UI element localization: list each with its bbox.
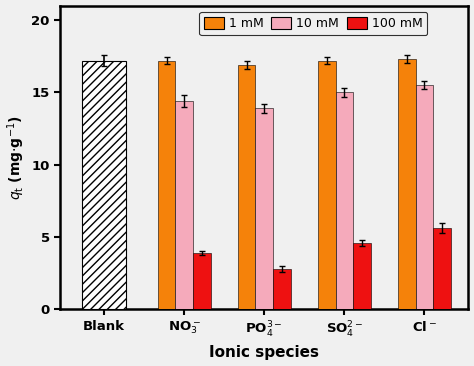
Bar	[416, 85, 433, 309]
Bar	[193, 253, 210, 309]
Bar	[353, 243, 371, 309]
Bar	[175, 101, 193, 309]
Bar	[318, 60, 336, 309]
Bar	[433, 228, 451, 309]
Y-axis label: $q_\mathrm{t}$ (mg$\cdot$g$^{-1}$): $q_\mathrm{t}$ (mg$\cdot$g$^{-1}$)	[6, 115, 27, 200]
Bar	[336, 92, 353, 309]
Bar	[273, 269, 291, 309]
Bar	[238, 65, 255, 309]
Bar	[398, 59, 416, 309]
Legend: 1 mM, 10 mM, 100 mM: 1 mM, 10 mM, 100 mM	[199, 12, 428, 35]
Bar	[158, 60, 175, 309]
Bar	[82, 60, 126, 309]
X-axis label: Ionic species: Ionic species	[210, 346, 319, 361]
Bar	[255, 108, 273, 309]
